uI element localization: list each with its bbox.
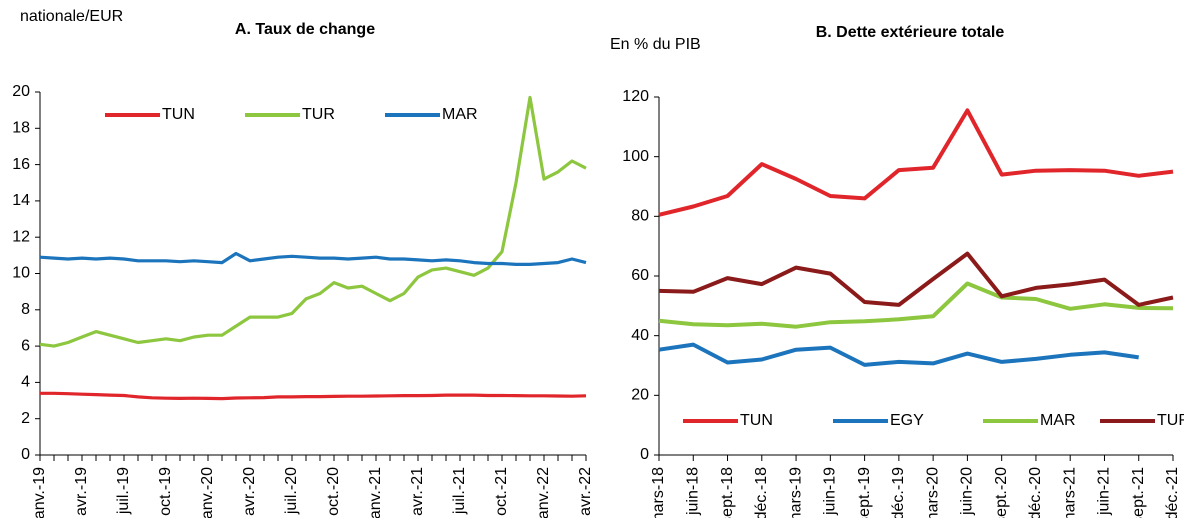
y-tick-label: 10 bbox=[12, 265, 30, 282]
y-tick-label: 80 bbox=[631, 208, 649, 225]
y-axis-label: Monnaie bbox=[20, 0, 81, 1]
chart-title: B. Dette extérieure totale bbox=[816, 24, 1005, 41]
y-tick-label: 0 bbox=[640, 446, 649, 463]
x-tick-label: avr.-22 bbox=[577, 467, 594, 516]
x-tick-label: mars-20 bbox=[924, 467, 941, 518]
y-tick-label: 14 bbox=[12, 192, 30, 209]
line bbox=[658, 108, 1174, 217]
chart-title: A. Taux de change bbox=[235, 21, 375, 38]
legend-label: MAR bbox=[442, 106, 478, 123]
legend-label: EGY bbox=[890, 412, 924, 429]
line bbox=[658, 251, 1174, 307]
y-tick-label: 40 bbox=[631, 327, 649, 344]
x-tick-label: mars-18 bbox=[650, 467, 667, 518]
x-tick-label: juil.-21 bbox=[451, 467, 468, 515]
y-tick-label: 60 bbox=[631, 267, 649, 284]
x-tick-label: juin-20 bbox=[959, 467, 976, 516]
x-tick-label: juin-19 bbox=[822, 467, 839, 516]
y-tick-label: 12 bbox=[12, 228, 30, 245]
x-tick-label: avr.-20 bbox=[241, 467, 258, 516]
line bbox=[39, 95, 587, 348]
x-tick-label: juin-21 bbox=[1096, 467, 1113, 516]
x-tick-label: janv.-22 bbox=[535, 467, 552, 518]
legend-label: TUR bbox=[302, 106, 335, 123]
x-tick-label: juil.-19 bbox=[115, 467, 132, 515]
x-tick-label: avr.-21 bbox=[409, 467, 426, 516]
y-tick-label: 16 bbox=[12, 156, 30, 173]
line bbox=[39, 251, 587, 266]
x-tick-label: déc.-21 bbox=[1164, 467, 1181, 518]
x-tick-label: oct.-19 bbox=[157, 467, 174, 516]
y-tick-label: 6 bbox=[21, 337, 30, 354]
y-tick-label: 2 bbox=[21, 410, 30, 427]
x-tick-label: mars-19 bbox=[787, 467, 804, 518]
x-tick-label: déc.-18 bbox=[753, 467, 770, 518]
x-tick-label: sept.-18 bbox=[719, 467, 736, 518]
x-tick-label: déc.-19 bbox=[890, 467, 907, 518]
y-tick-label: 8 bbox=[21, 301, 30, 318]
legend-label: TUN bbox=[162, 106, 195, 123]
x-tick-label: janv.-19 bbox=[31, 467, 48, 518]
x-tick-label: avr.-19 bbox=[73, 467, 90, 516]
y-axis-label: nationale/EUR bbox=[20, 8, 123, 25]
x-tick-label: déc.-20 bbox=[1027, 467, 1044, 518]
legend-label: MAR bbox=[1040, 412, 1076, 429]
line bbox=[40, 391, 587, 401]
x-tick-label: juil.-20 bbox=[283, 467, 300, 515]
x-tick-label: oct.-21 bbox=[493, 467, 510, 516]
x-tick-label: sept.-19 bbox=[856, 467, 873, 518]
x-tick-label: oct.-20 bbox=[325, 467, 342, 516]
y-tick-label: 0 bbox=[21, 446, 30, 463]
line bbox=[658, 281, 1174, 329]
x-tick-label: juin-18 bbox=[684, 467, 701, 516]
y-axis-label: En % du PIB bbox=[610, 36, 701, 53]
x-tick-label: sept.-21 bbox=[1130, 467, 1147, 518]
x-tick-label: janv.-21 bbox=[367, 467, 384, 518]
y-tick-label: 20 bbox=[12, 83, 30, 100]
y-tick-label: 100 bbox=[622, 148, 649, 165]
x-tick-label: sept.-20 bbox=[993, 467, 1010, 518]
x-tick-label: janv.-20 bbox=[199, 467, 216, 518]
x-tick-label: mars-21 bbox=[1061, 467, 1078, 518]
line bbox=[658, 342, 1139, 367]
legend-label: TUN bbox=[740, 412, 773, 429]
legend-label: TUR bbox=[1157, 412, 1184, 429]
y-tick-label: 18 bbox=[12, 120, 30, 137]
y-tick-label: 120 bbox=[622, 88, 649, 105]
y-tick-label: 4 bbox=[21, 374, 30, 391]
y-tick-label: 20 bbox=[631, 387, 649, 404]
